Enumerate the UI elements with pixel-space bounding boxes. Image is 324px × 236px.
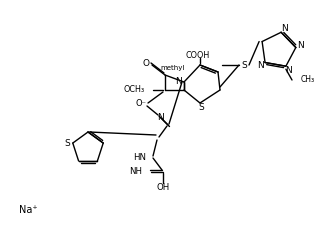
Text: CH₃: CH₃ bbox=[301, 76, 315, 84]
Text: O: O bbox=[143, 59, 149, 68]
Text: HN: HN bbox=[133, 152, 146, 161]
Text: methyl: methyl bbox=[161, 65, 185, 71]
Text: N: N bbox=[297, 41, 304, 50]
Text: S: S bbox=[64, 139, 70, 148]
Text: NH: NH bbox=[129, 167, 142, 176]
Text: N: N bbox=[176, 76, 182, 85]
Text: N: N bbox=[281, 24, 287, 33]
Text: COOH: COOH bbox=[186, 51, 210, 59]
Text: N: N bbox=[257, 61, 263, 70]
Text: S: S bbox=[198, 102, 204, 111]
Text: N: N bbox=[285, 66, 292, 75]
Text: Na⁺: Na⁺ bbox=[19, 205, 37, 215]
Text: O⁻: O⁻ bbox=[135, 100, 146, 109]
Text: N: N bbox=[156, 113, 163, 122]
Text: S: S bbox=[241, 60, 247, 69]
Text: OCH₃: OCH₃ bbox=[124, 84, 145, 93]
Text: OH: OH bbox=[156, 184, 170, 193]
